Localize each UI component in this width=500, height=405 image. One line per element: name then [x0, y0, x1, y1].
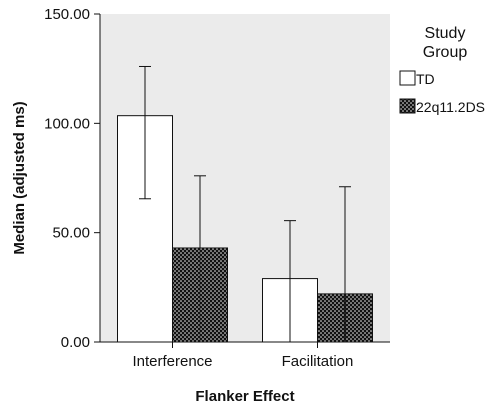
legend-label-22q: 22q11.2DS [416, 99, 485, 115]
x-axis-ticks: Interference Facilitation [132, 342, 353, 370]
legend: Study Group TD 22q11.2DS [399, 25, 485, 115]
x-axis-label: Flanker Effect [195, 388, 294, 405]
x-tick-label: Facilitation [282, 353, 354, 370]
legend-title-line-2: Group [423, 44, 468, 61]
y-tick-label: 100.00 [44, 115, 90, 132]
error-bars [139, 65, 351, 342]
legend-label-td: TD [416, 71, 435, 87]
y-axis-ticks: 0.00 50.00 100.00 150.00 [44, 6, 100, 351]
x-tick-label: Interference [132, 353, 212, 370]
y-tick-label: 0.00 [61, 334, 90, 351]
y-tick-label: 50.00 [52, 225, 90, 242]
legend-title-line-1: Study [425, 25, 466, 42]
legend-swatch-td [399, 70, 416, 86]
y-axis-label: Median (adjusted ms) [11, 101, 28, 254]
y-tick-label: 150.00 [44, 6, 90, 23]
legend-swatch-22q [399, 98, 416, 114]
